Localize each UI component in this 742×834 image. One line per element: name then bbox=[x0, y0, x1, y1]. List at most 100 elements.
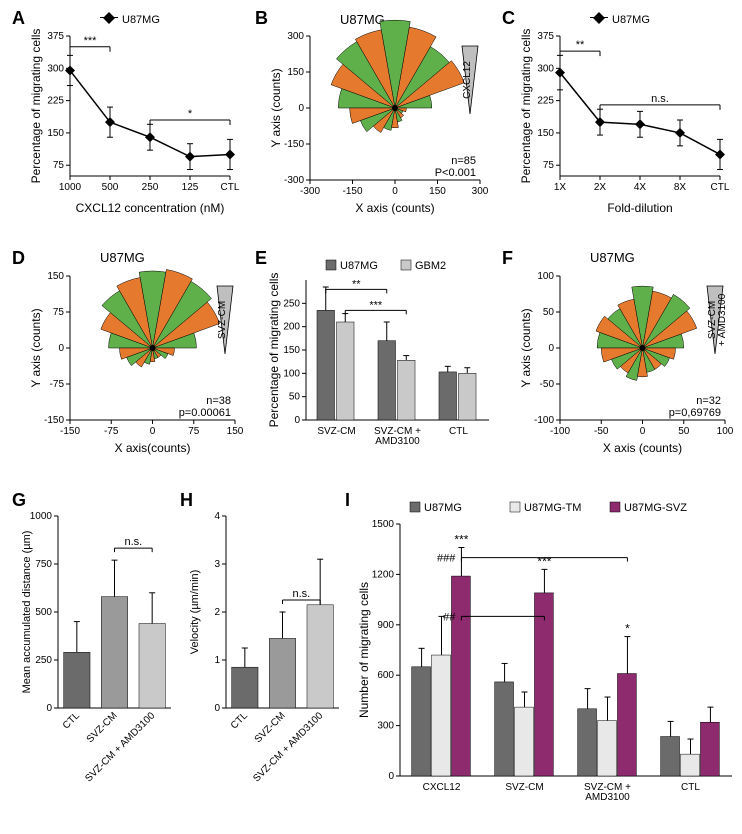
svg-text:75: 75 bbox=[53, 160, 65, 171]
panel-h-chart: 01234CTLSVZ-CMSVZ-CM + AMD3100n.s.Veloci… bbox=[188, 508, 343, 818]
svg-text:-150: -150 bbox=[284, 139, 304, 150]
svg-text:0: 0 bbox=[294, 415, 300, 426]
svg-text:***: *** bbox=[369, 299, 383, 311]
svg-text:CXCL12: CXCL12 bbox=[462, 61, 473, 99]
svg-text:**: ** bbox=[576, 39, 585, 51]
svg-text:150: 150 bbox=[227, 426, 244, 437]
svg-text:200: 200 bbox=[283, 322, 300, 333]
svg-text:300: 300 bbox=[537, 63, 554, 74]
svg-text:300: 300 bbox=[47, 63, 64, 74]
panel-c-label: C bbox=[502, 8, 515, 29]
svg-text:-75: -75 bbox=[104, 426, 119, 437]
svg-text:n.s.: n.s. bbox=[651, 93, 669, 105]
svg-text:0: 0 bbox=[388, 771, 394, 782]
svg-text:600: 600 bbox=[377, 670, 394, 681]
panel-i-label: I bbox=[345, 490, 350, 511]
svg-text:100: 100 bbox=[283, 368, 300, 379]
svg-text:-100: -100 bbox=[534, 415, 554, 426]
svg-text:0: 0 bbox=[640, 426, 646, 437]
svg-text:GBM2: GBM2 bbox=[415, 260, 446, 272]
svg-text:225: 225 bbox=[537, 96, 554, 107]
svg-text:P<0.001: P<0.001 bbox=[435, 167, 476, 179]
svg-text:0: 0 bbox=[58, 343, 64, 354]
svg-text:Percentage of migrating cells: Percentage of migrating cells bbox=[267, 273, 281, 428]
svg-text:900: 900 bbox=[377, 620, 394, 631]
svg-text:75: 75 bbox=[543, 160, 555, 171]
svg-text:CXCL12 concentration (nM): CXCL12 concentration (nM) bbox=[76, 201, 225, 215]
svg-text:n=38: n=38 bbox=[206, 395, 231, 407]
svg-text:Mean accumulated distance (µm: Mean accumulated distance (µm) bbox=[21, 531, 33, 694]
svg-text:***: *** bbox=[84, 35, 98, 47]
svg-text:X axis (counts): X axis (counts) bbox=[355, 201, 434, 215]
svg-text:U87MG: U87MG bbox=[424, 502, 462, 514]
svg-text:Fold-dilution: Fold-dilution bbox=[607, 201, 672, 215]
svg-text:250: 250 bbox=[142, 182, 159, 193]
svg-text:SVZ-CM: SVZ-CM bbox=[317, 426, 355, 437]
svg-text:Percentage of migrating cells: Percentage of migrating cells bbox=[519, 29, 533, 184]
svg-text:150: 150 bbox=[537, 128, 554, 139]
svg-text:CXCL12: CXCL12 bbox=[423, 782, 461, 793]
svg-text:375: 375 bbox=[537, 31, 554, 42]
svg-text:150: 150 bbox=[47, 128, 64, 139]
svg-text:AMD3100: AMD3100 bbox=[585, 792, 630, 803]
svg-text:4X: 4X bbox=[634, 182, 647, 193]
svg-text:-150: -150 bbox=[342, 186, 362, 197]
svg-text:300: 300 bbox=[377, 721, 394, 732]
svg-text:U87MG-TM: U87MG-TM bbox=[524, 502, 581, 514]
svg-text:+ AMD3100: + AMD3100 bbox=[717, 293, 728, 346]
svg-text:50: 50 bbox=[678, 426, 690, 437]
svg-text:50: 50 bbox=[289, 392, 301, 403]
svg-text:SVZ-CM: SVZ-CM bbox=[217, 301, 228, 339]
svg-text:75: 75 bbox=[53, 307, 65, 318]
svg-text:750: 750 bbox=[35, 559, 52, 570]
svg-text:*: * bbox=[188, 108, 193, 120]
svg-text:U87MG-SVZ: U87MG-SVZ bbox=[624, 502, 687, 514]
svg-text:-50: -50 bbox=[540, 379, 555, 390]
svg-text:SVZ-CM + AMD3100: SVZ-CM + AMD3100 bbox=[251, 710, 325, 784]
svg-text:0: 0 bbox=[548, 343, 554, 354]
svg-text:1: 1 bbox=[214, 655, 220, 666]
panel-f-chart: -100-50050100-100-50050100SVZ-CM+ AMD310… bbox=[518, 268, 733, 458]
svg-text:-50: -50 bbox=[594, 426, 609, 437]
svg-text:0: 0 bbox=[46, 703, 52, 714]
svg-text:CTL: CTL bbox=[681, 782, 700, 793]
panel-a-label: A bbox=[12, 8, 25, 29]
panel-e-label: E bbox=[255, 248, 267, 269]
svg-text:100: 100 bbox=[537, 271, 554, 282]
svg-text:Percentage of migrating cells: Percentage of migrating cells bbox=[29, 29, 43, 184]
svg-text:CTL: CTL bbox=[229, 710, 250, 731]
svg-text:250: 250 bbox=[283, 298, 300, 309]
svg-text:**: ** bbox=[352, 278, 361, 290]
svg-text:1000: 1000 bbox=[30, 511, 53, 522]
svg-text:AMD3100: AMD3100 bbox=[375, 436, 420, 447]
svg-text:###: ### bbox=[437, 553, 456, 565]
svg-text:SVZ-CM: SVZ-CM bbox=[505, 782, 543, 793]
svg-text:100: 100 bbox=[717, 426, 734, 437]
svg-text:2X: 2X bbox=[594, 182, 607, 193]
svg-text:SVZ-CM: SVZ-CM bbox=[253, 710, 288, 745]
svg-text:3: 3 bbox=[214, 559, 220, 570]
panel-b-label: B bbox=[255, 8, 268, 29]
svg-text:CTL: CTL bbox=[711, 182, 730, 193]
svg-text:1000: 1000 bbox=[59, 182, 82, 193]
svg-text:CTL: CTL bbox=[449, 426, 468, 437]
svg-text:2: 2 bbox=[214, 607, 220, 618]
svg-text:-150: -150 bbox=[44, 415, 64, 426]
svg-text:0: 0 bbox=[392, 186, 398, 197]
svg-text:n=85: n=85 bbox=[451, 155, 476, 167]
panel-a-legend: U87MG bbox=[100, 12, 180, 29]
svg-text:125: 125 bbox=[182, 182, 199, 193]
svg-text:0: 0 bbox=[298, 103, 304, 114]
svg-text:1500: 1500 bbox=[372, 519, 395, 530]
svg-text:p=0,69769: p=0,69769 bbox=[669, 407, 721, 419]
svg-text:Number of migrating cells: Number of migrating cells bbox=[357, 582, 371, 718]
panel-i-chart: 030060090012001500CXCL12***SVZ-CM***SVZ-… bbox=[356, 500, 736, 818]
svg-text:150: 150 bbox=[287, 67, 304, 78]
svg-text:-150: -150 bbox=[60, 426, 80, 437]
svg-text:n.s.: n.s. bbox=[124, 536, 142, 548]
panel-d-label: D bbox=[12, 248, 25, 269]
panel-c-legend: U87MG bbox=[590, 12, 670, 29]
svg-text:-300: -300 bbox=[300, 186, 320, 197]
panel-e-chart: 050100150200250SVZ-CMSVZ-CM +AMD3100CTLU… bbox=[268, 258, 493, 458]
svg-text:1X: 1X bbox=[554, 182, 567, 193]
